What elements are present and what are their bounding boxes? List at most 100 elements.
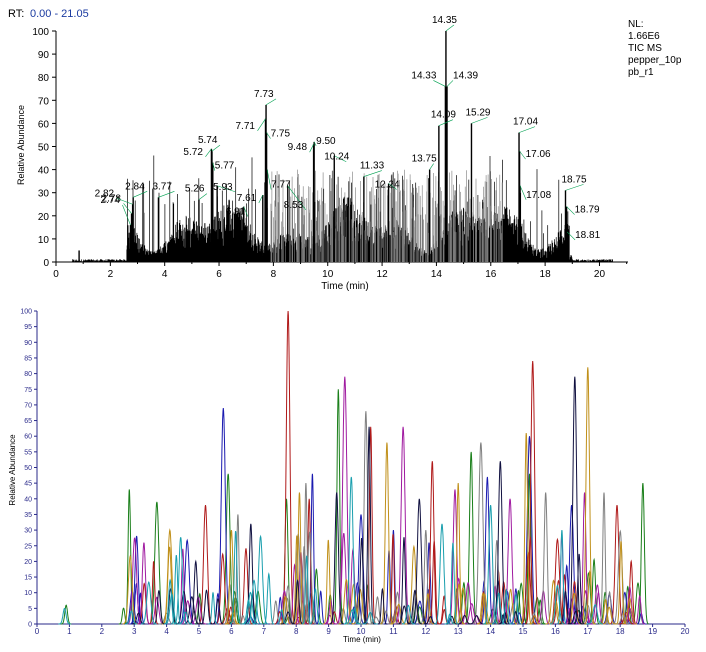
components-x-tick-label: 17 <box>583 627 592 636</box>
component-peak-c7 <box>411 498 428 625</box>
component-peak-c5 <box>612 529 628 625</box>
tic-peak-callout <box>133 191 148 198</box>
component-peak-c3 <box>551 579 566 625</box>
component-peak-c6 <box>622 597 638 625</box>
tic-peak-label: 15.29 <box>465 107 490 118</box>
tic-x-tick-label: 4 <box>162 269 168 280</box>
component-peak-c8 <box>344 476 359 625</box>
tic-y-tick-label: 30 <box>38 189 50 200</box>
components-x-tick-label: 13 <box>454 627 463 636</box>
tic-peak-callout <box>471 117 488 124</box>
tic-peak-callout <box>565 184 584 191</box>
tic-peak-labels: 2.742.782.82 2.84 3.77 5.26 5.725.74 5.77 5.93… <box>95 15 601 241</box>
tic-peak-callout <box>433 80 446 87</box>
components-y-tick-label: 95 <box>24 324 32 331</box>
tic-peak-callout <box>446 80 454 87</box>
component-peak-c7 <box>280 611 295 625</box>
tic-peak-callout <box>334 155 347 163</box>
component-peak-c5 <box>359 411 373 625</box>
components-y-tick-label: 45 <box>24 481 32 488</box>
components-y-tick-label: 0 <box>28 622 32 629</box>
tic-peak-callout <box>363 170 382 177</box>
components-x-tick-label: 16 <box>551 627 560 636</box>
tic-y-tick-label: 10 <box>38 235 50 246</box>
tic-x-axis-title: Time (min) <box>321 281 368 292</box>
components-y-tick-label: 25 <box>24 543 32 550</box>
component-peak-c6 <box>122 554 138 625</box>
tic-peak-callout <box>217 185 236 193</box>
tic-peak-label: 14.33 <box>411 70 436 81</box>
tic-peak-label: 18.79 <box>575 205 600 216</box>
tic-y-tick-label: 0 <box>43 258 49 269</box>
component-peak-c4 <box>463 602 480 625</box>
component-peak-c7 <box>468 615 485 625</box>
tic-x-tick-label: 0 <box>53 269 59 280</box>
component-peak-c7 <box>498 614 508 625</box>
component-peak-c7 <box>398 537 409 625</box>
component-peak-c8 <box>444 613 455 625</box>
components-y-tick-label: 15 <box>24 575 32 582</box>
tic-peak-label: 7.73 <box>254 89 274 100</box>
scan-info-line: pepper_10p <box>628 55 682 66</box>
component-peak-c6 <box>380 442 394 625</box>
tic-x-tick-label: 20 <box>594 269 606 280</box>
components-x-tick-label: 7 <box>262 627 267 636</box>
components-x-tick-label: 15 <box>519 627 528 636</box>
component-peak-c8 <box>492 592 506 625</box>
tic-y-tick-label: 40 <box>38 166 50 177</box>
components-x-tick-label: 12 <box>421 627 430 636</box>
tic-peak-label: 17.08 <box>526 190 551 201</box>
tic-peak-label: 3.77 <box>152 181 172 192</box>
component-peak-c4 <box>180 600 196 625</box>
components-y-tick-label: 90 <box>24 340 32 347</box>
component-peak-c8 <box>434 523 450 625</box>
tic-y-tick-label: 60 <box>38 119 50 130</box>
tic-y-tick-label: 70 <box>38 96 50 107</box>
component-peak-c8 <box>208 591 218 625</box>
component-peak-c5 <box>302 531 317 625</box>
scan-info-line: pb_r1 <box>628 67 654 78</box>
tic-peak-label: 13.75 <box>412 154 437 165</box>
component-peak-c7 <box>573 553 585 625</box>
tic-x-tick-label: 14 <box>431 269 443 280</box>
tic-y-tick-label: 90 <box>38 50 50 61</box>
tic-x-tick-label: 10 <box>322 269 334 280</box>
tic-peak-label: 8.53 <box>284 200 304 211</box>
component-peak-c7 <box>212 598 224 625</box>
tic-peak-label: 7.61 <box>237 193 257 204</box>
component-peak-c5 <box>420 530 432 625</box>
component-peak-c8 <box>246 579 262 625</box>
component-peak-c7 <box>567 376 583 625</box>
component-peak-c1 <box>60 604 72 625</box>
component-peak-c8 <box>587 604 603 625</box>
component-peak-c8 <box>301 555 312 625</box>
components-y-tick-label: 30 <box>24 528 32 535</box>
components-y-tick-label: 65 <box>24 418 32 425</box>
component-peak-c8 <box>510 593 522 625</box>
components-y-tick-label: 70 <box>24 402 32 409</box>
tic-peak-label: 9.48 <box>288 142 308 153</box>
tic-peak-label: 5.74 <box>198 135 218 146</box>
tic-grey-trace <box>270 169 503 262</box>
tic-peak-label: 18.81 <box>575 230 600 241</box>
tic-peak-label: 7.77 <box>271 180 291 191</box>
tic-x-tick-label: 2 <box>108 269 114 280</box>
tic-peak-callout <box>388 183 397 190</box>
tic-peak-callout <box>266 132 271 139</box>
component-peak-c8 <box>550 584 565 625</box>
tic-peak-label: 10.24 <box>324 152 349 163</box>
component-peak-c6 <box>280 595 291 625</box>
scan-info-line: TIC MS <box>628 43 662 54</box>
component-peak-c1 <box>636 483 649 625</box>
tic-y-tick-label: 80 <box>38 73 50 84</box>
components-y-tick-label: 40 <box>24 496 32 503</box>
components-x-tick-label: 19 <box>648 627 657 636</box>
tic-peak-callout <box>445 24 455 32</box>
tic-peak-callout <box>438 119 453 126</box>
tic-peak-callout <box>243 206 249 217</box>
tic-y-tick-label: 20 <box>38 212 50 223</box>
component-peak-c7 <box>363 426 375 625</box>
tic-peak-label: 14.35 <box>432 15 457 26</box>
